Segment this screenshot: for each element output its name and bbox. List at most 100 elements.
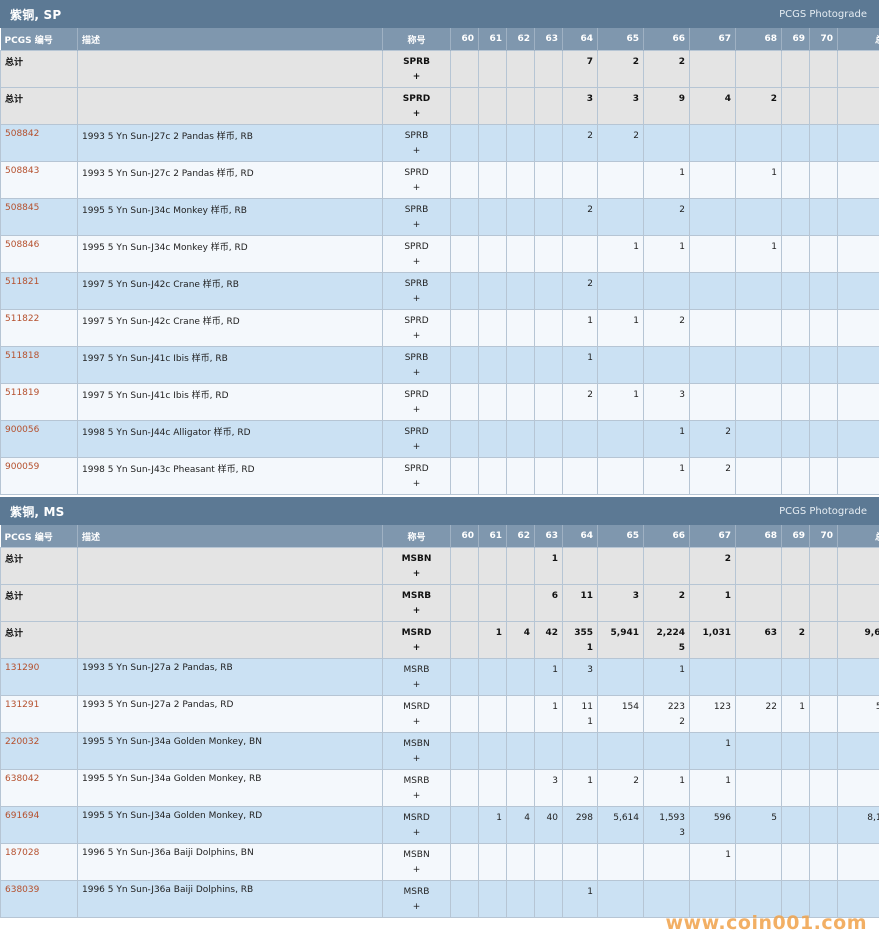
grade-count-70 [809,880,838,918]
spec-number-link[interactable]: 220032 [5,737,40,747]
spec-number-link[interactable]: 638039 [5,885,40,895]
grade-count-69 [781,309,810,347]
grade-count-65: 2 [597,50,644,88]
grade-count-68 [735,843,782,881]
designation-cell: SPRD + [382,87,451,125]
grade-count-69 [781,272,810,310]
grade-count-70 [809,383,838,421]
grade-count-60 [450,87,479,125]
grade-count-66: 1 [643,769,690,807]
grade-count-65 [597,880,644,918]
designation-cell: SPRD + [382,383,451,421]
grade-count-61 [478,124,507,162]
grade-count-65: 2 [597,769,644,807]
grade-count-67 [689,309,736,347]
spec-number-link[interactable]: 900056 [5,425,40,435]
grade-count-65: 3 [597,584,644,622]
spec-number-link[interactable]: 511821 [5,277,40,287]
grade-count-63 [534,843,563,881]
grade-count-70 [809,272,838,310]
grade-count-69 [781,87,810,125]
grade-count-69 [781,584,810,622]
designation-cell: MSBN + [382,732,451,770]
spec-number-link[interactable]: 511818 [5,351,40,361]
grade-count-64: 7 [562,50,598,88]
column-header-designation: 称号 [382,28,451,51]
table-row: 220032 1995 5 Yn Sun-J34a Golden Monkey, … [0,732,879,770]
row-total-cell: 6 [837,383,879,421]
photograde-link[interactable]: PCGS Photograde [779,505,867,517]
description-cell: 1995 5 Yn Sun-J34c Monkey 样币, RB [77,198,383,236]
grade-count-60 [450,769,479,807]
grade-count-64: 355 1 [562,621,598,659]
row-total-cell: 1 [837,880,879,918]
table-row: 131290 1993 5 Yn Sun-J27a 2 Pandas, RB MSR… [0,658,879,696]
column-header-grade-68: 68 [735,525,782,548]
column-header-grade-64: 64 [562,525,598,548]
grade-count-70 [809,806,838,844]
grade-count-65 [597,161,644,199]
grade-count-67 [689,346,736,384]
spec-number-link[interactable]: 508845 [5,203,40,213]
spec-number-cell: 511822 [0,309,78,347]
row-total-cell: 3 [837,457,879,495]
grade-count-69 [781,806,810,844]
grade-count-60 [450,383,479,421]
grade-count-65 [597,346,644,384]
row-total-cell: 3 [837,235,879,273]
spec-number-link[interactable]: 508846 [5,240,40,250]
grade-count-65: 2 [597,124,644,162]
designation-cell: SPRD + [382,161,451,199]
grade-count-61 [478,732,507,770]
grade-count-61 [478,198,507,236]
designation-cell: SPRD + [382,457,451,495]
grade-count-61 [478,769,507,807]
grade-count-70 [809,584,838,622]
description-cell: 1993 5 Yn Sun-J27c 2 Pandas 样币, RD [77,161,383,199]
grade-count-69 [781,880,810,918]
spec-number-link[interactable]: 691694 [5,811,40,821]
grade-count-69 [781,843,810,881]
description-cell [77,547,383,585]
spec-number-link[interactable]: 508843 [5,166,40,176]
spec-number-link[interactable]: 900059 [5,462,40,472]
description-cell [77,584,383,622]
row-total-cell: 8 [837,769,879,807]
grade-count-60 [450,658,479,696]
spec-number-link[interactable]: 511822 [5,314,40,324]
grade-count-60 [450,420,479,458]
grade-count-61 [478,346,507,384]
grade-count-62 [506,346,535,384]
table-row: 638042 1995 5 Yn Sun-J34a Golden Monkey, … [0,769,879,807]
photograde-link[interactable]: PCGS Photograde [779,8,867,20]
spec-number-link[interactable]: 187028 [5,848,40,858]
grade-count-66: 1 [643,420,690,458]
column-header-spec: PCGS 编号 [0,28,78,51]
grade-count-68 [735,457,782,495]
grade-count-60 [450,235,479,273]
description-cell: 1997 5 Yn Sun-J42c Crane 样币, RD [77,309,383,347]
spec-number-link[interactable]: 508842 [5,129,40,139]
row-total-cell: 2 [837,161,879,199]
grade-count-64: 1 [562,880,598,918]
grade-count-69: 1 [781,695,810,733]
spec-number-link[interactable]: 511819 [5,388,40,398]
spec-number-link[interactable]: 131291 [5,700,40,710]
grade-count-68 [735,309,782,347]
row-total-cell: 8,154 [837,806,879,844]
column-header-grade-62: 62 [506,525,535,548]
grade-count-63: 42 [534,621,563,659]
grade-count-65 [597,457,644,495]
grade-count-67: 1 [689,732,736,770]
grade-count-68 [735,420,782,458]
spec-number-cell: 总计 [0,621,78,659]
grade-count-67: 2 [689,547,736,585]
spec-number-link[interactable]: 638042 [5,774,40,784]
grade-count-70 [809,547,838,585]
total-label: 总计 [5,95,24,105]
grade-count-69 [781,420,810,458]
row-total-cell: 11 [837,50,879,88]
grade-count-65 [597,658,644,696]
spec-number-link[interactable]: 131290 [5,663,40,673]
